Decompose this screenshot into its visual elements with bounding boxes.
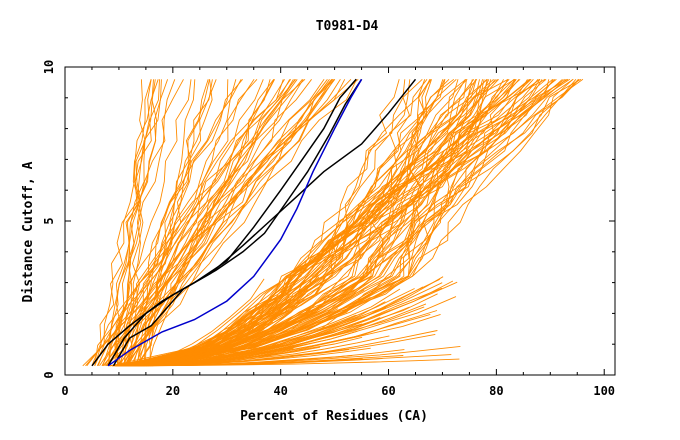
cluster-line-right-27 [139, 79, 428, 367]
cluster-line-right-61 [146, 78, 532, 367]
cluster-line-left-25 [117, 79, 213, 366]
cluster-line-right-55 [115, 79, 554, 367]
cluster-line-left-23 [107, 79, 243, 366]
cluster-line-left-1 [136, 79, 333, 366]
cluster-line-floor-50 [117, 283, 281, 367]
cluster-line-right-15 [109, 78, 546, 367]
cluster-line-left-24 [102, 79, 162, 366]
cluster-line-left-53 [147, 79, 275, 366]
cluster-lines [82, 78, 584, 367]
cluster-line-left-51 [136, 79, 291, 366]
cluster-line-floor-52 [124, 330, 438, 367]
cluster-line-floor-69 [126, 321, 274, 367]
cluster-line-right-77 [124, 79, 431, 367]
cluster-line-left-43 [117, 78, 335, 367]
cluster-line-floor-66 [135, 306, 410, 367]
cluster-line-right-65 [127, 78, 499, 367]
y-axis-label: Distance Cutoff, A [21, 161, 36, 302]
cluster-line-right-58 [137, 78, 521, 367]
x-tick-label: 0 [61, 384, 68, 398]
cluster-line-right-30 [133, 78, 423, 367]
cluster-line-left-46 [123, 79, 146, 366]
cluster-line-left-28 [114, 79, 152, 366]
cluster-line-left-40 [143, 79, 196, 366]
cluster-line-right-45 [126, 78, 467, 367]
y-tick-label: 10 [42, 60, 56, 74]
cluster-line-right-32 [121, 78, 574, 367]
cluster-line-left-5 [123, 79, 152, 366]
series-line-highlight_black-2 [112, 78, 363, 367]
cluster-line-floor-68 [125, 280, 314, 367]
cluster-line-right-75 [128, 79, 496, 367]
x-axis-label: Percent of Residues (CA) [240, 409, 428, 424]
cluster-line-right-71 [135, 79, 431, 367]
cluster-line-right-59 [122, 79, 516, 367]
cluster-line-left-34 [126, 79, 330, 367]
x-tick-label: 100 [593, 384, 615, 398]
x-tick-label: 20 [166, 384, 180, 398]
cluster-line-left-33 [105, 79, 336, 367]
axis-ticks [64, 66, 615, 376]
cluster-line-right-34 [141, 79, 477, 367]
cluster-line-floor-67 [128, 355, 404, 367]
cluster-line-right-72 [140, 78, 531, 367]
cluster-line-right-36 [138, 79, 400, 367]
cluster-line-left-38 [97, 79, 285, 366]
series-line-highlight_black-1 [107, 78, 417, 367]
cluster-line-right-62 [118, 79, 577, 367]
chart-title: T0981-D4 [316, 19, 379, 34]
cluster-line-left-48 [94, 79, 237, 366]
cluster-line-left-42 [104, 79, 298, 367]
cluster-line-left-2 [114, 78, 258, 366]
cluster-line-left-52 [94, 79, 169, 366]
cluster-line-left-29 [117, 79, 275, 366]
axis-tick-labels: 0 20 40 60 80 100 0 5 10 [42, 60, 615, 398]
cluster-line-right-73 [136, 78, 530, 367]
cluster-line-right-43 [151, 79, 539, 367]
y-tick-label: 5 [42, 217, 56, 224]
x-tick-label: 40 [273, 384, 287, 398]
cluster-line-left-39 [137, 79, 264, 366]
cluster-line-right-56 [137, 79, 550, 367]
cluster-line-left-22 [91, 79, 296, 366]
series-line-highlight_blue-3 [107, 78, 363, 367]
x-tick-label: 60 [381, 384, 395, 398]
y-tick-label: 0 [42, 371, 56, 378]
highlighted-lines [91, 78, 417, 367]
series-line-highlight_black-0 [91, 78, 357, 367]
x-tick-label: 80 [489, 384, 503, 398]
cluster-line-left-13 [144, 79, 213, 366]
cluster-line-floor-54 [122, 278, 265, 367]
